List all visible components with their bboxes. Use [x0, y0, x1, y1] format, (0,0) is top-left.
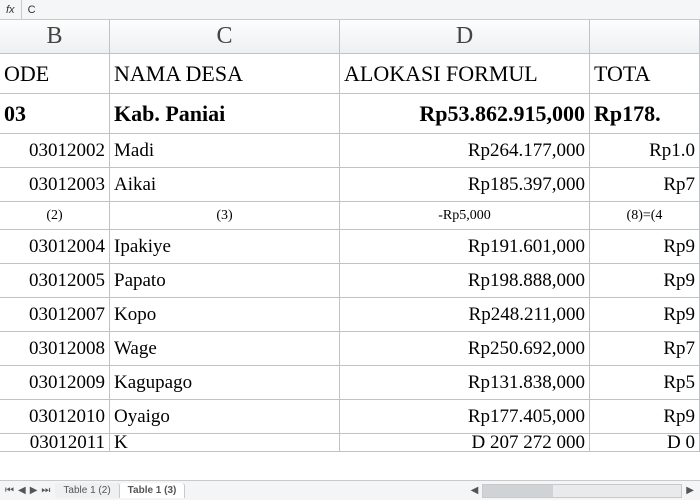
table-row: 03012007 Kopo Rp248.211,000 Rp9 [0, 298, 700, 332]
tab-last-icon[interactable]: ⏭ [40, 485, 51, 496]
cell-e[interactable]: Rp5 [590, 366, 700, 400]
scroll-left-icon[interactable]: ◀ [471, 485, 479, 496]
cell-b[interactable]: 03012004 [0, 230, 110, 264]
formula-bar: fx C [0, 0, 700, 20]
cell-d[interactable]: Rp248.211,000 [340, 298, 590, 332]
table-row: 03012003 Aikai Rp185.397,000 Rp7 [0, 168, 700, 202]
cell-b[interactable]: 03012010 [0, 400, 110, 434]
cell-b[interactable]: 03012002 [0, 134, 110, 168]
table-row: 03012004 Ipakiye Rp191.601,000 Rp9 [0, 230, 700, 264]
table-row: 03012009 Kagupago Rp131.838,000 Rp5 [0, 366, 700, 400]
cell-c[interactable]: Oyaigo [110, 400, 340, 434]
cell-e[interactable]: Rp7 [590, 332, 700, 366]
cell-e[interactable]: Rp7 [590, 168, 700, 202]
table-row: 03012011 K D 207 272 000 D 0 [0, 434, 700, 452]
cell-d[interactable]: Rp177.405,000 [340, 400, 590, 434]
cell-d[interactable]: Rp250.692,000 [340, 332, 590, 366]
cell-header-b[interactable]: ODE [0, 54, 110, 94]
scrollbar-thumb[interactable] [483, 485, 553, 497]
cell-c[interactable]: Aikai [110, 168, 340, 202]
grid: ODE NAMA DESA ALOKASI FORMUL TOTA 03 Kab… [0, 54, 700, 452]
kab-row: 03 Kab. Paniai Rp53.862.915,000 Rp178. [0, 94, 700, 134]
cell-c[interactable]: K [110, 434, 340, 452]
sheet-tabs: ⏮ ◀ ▶ ⏭ Table 1 (2) Table 1 (3) ◀ ▶ [0, 480, 700, 500]
col-header-d[interactable]: D [340, 20, 590, 53]
cell-d[interactable]: D 207 272 000 [340, 434, 590, 452]
cell-c[interactable]: Papato [110, 264, 340, 298]
cell-d[interactable]: Rp198.888,000 [340, 264, 590, 298]
cell-header-e[interactable]: TOTA [590, 54, 700, 94]
table-row: 03012005 Papato Rp198.888,000 Rp9 [0, 264, 700, 298]
col-header-e[interactable] [590, 20, 700, 53]
cell-b[interactable]: 03012008 [0, 332, 110, 366]
cell-header-d[interactable]: ALOKASI FORMUL [340, 54, 590, 94]
cell-kab-c[interactable]: Kab. Paniai [110, 94, 340, 134]
table-row: 03012008 Wage Rp250.692,000 Rp7 [0, 332, 700, 366]
cell-c[interactable]: Madi [110, 134, 340, 168]
fx-label: fx [0, 0, 22, 19]
column-headers: B C D [0, 20, 700, 54]
cell-e[interactable]: Rp9 [590, 298, 700, 332]
col-header-c[interactable]: C [110, 20, 340, 53]
cell-c[interactable]: Kopo [110, 298, 340, 332]
cell-d[interactable]: Rp264.177,000 [340, 134, 590, 168]
cell-e[interactable]: D 0 [590, 434, 700, 452]
cell-c[interactable]: Kagupago [110, 366, 340, 400]
sheet-tab-1[interactable]: Table 1 (2) [55, 483, 119, 498]
cell-c[interactable]: Ipakiye [110, 230, 340, 264]
col-header-b[interactable]: B [0, 20, 110, 53]
table-row: 03012010 Oyaigo Rp177.405,000 Rp9 [0, 400, 700, 434]
cell-d[interactable]: Rp185.397,000 [340, 168, 590, 202]
cell-kab-b[interactable]: 03 [0, 94, 110, 134]
sheet-tab-2[interactable]: Table 1 (3) [120, 483, 186, 498]
subheader-row: (2) (3) -Rp5,000 (8)=(4 [0, 202, 700, 230]
horizontal-scroll: ◀ ▶ [471, 484, 700, 498]
scrollbar[interactable] [482, 484, 682, 498]
cell-b[interactable]: 03012009 [0, 366, 110, 400]
cell-b[interactable]: 03012005 [0, 264, 110, 298]
cell-b[interactable]: 03012007 [0, 298, 110, 332]
cell-d[interactable]: Rp131.838,000 [340, 366, 590, 400]
cell-e[interactable]: Rp9 [590, 264, 700, 298]
cell-sub-e[interactable]: (8)=(4 [590, 202, 700, 230]
cell-sub-b[interactable]: (2) [0, 202, 110, 230]
cell-e[interactable]: Rp9 [590, 230, 700, 264]
cell-sub-c[interactable]: (3) [110, 202, 340, 230]
tab-prev-icon[interactable]: ◀ [17, 485, 27, 496]
cell-kab-e[interactable]: Rp178. [590, 94, 700, 134]
tab-next-icon[interactable]: ▶ [29, 485, 39, 496]
tab-first-icon[interactable]: ⏮ [4, 485, 15, 496]
cell-c[interactable]: Wage [110, 332, 340, 366]
table-row: 03012002 Madi Rp264.177,000 Rp1.0 [0, 134, 700, 168]
cell-e[interactable]: Rp1.0 [590, 134, 700, 168]
cell-b[interactable]: 03012003 [0, 168, 110, 202]
cell-sub-d[interactable]: -Rp5,000 [340, 202, 590, 230]
formula-input[interactable]: C [22, 0, 700, 19]
cell-kab-d[interactable]: Rp53.862.915,000 [340, 94, 590, 134]
cell-d[interactable]: Rp191.601,000 [340, 230, 590, 264]
tab-nav: ⏮ ◀ ▶ ⏭ [0, 485, 55, 496]
cell-b[interactable]: 03012011 [0, 434, 110, 452]
scroll-right-icon[interactable]: ▶ [686, 485, 694, 496]
header-row: ODE NAMA DESA ALOKASI FORMUL TOTA [0, 54, 700, 94]
cell-e[interactable]: Rp9 [590, 400, 700, 434]
cell-header-c[interactable]: NAMA DESA [110, 54, 340, 94]
